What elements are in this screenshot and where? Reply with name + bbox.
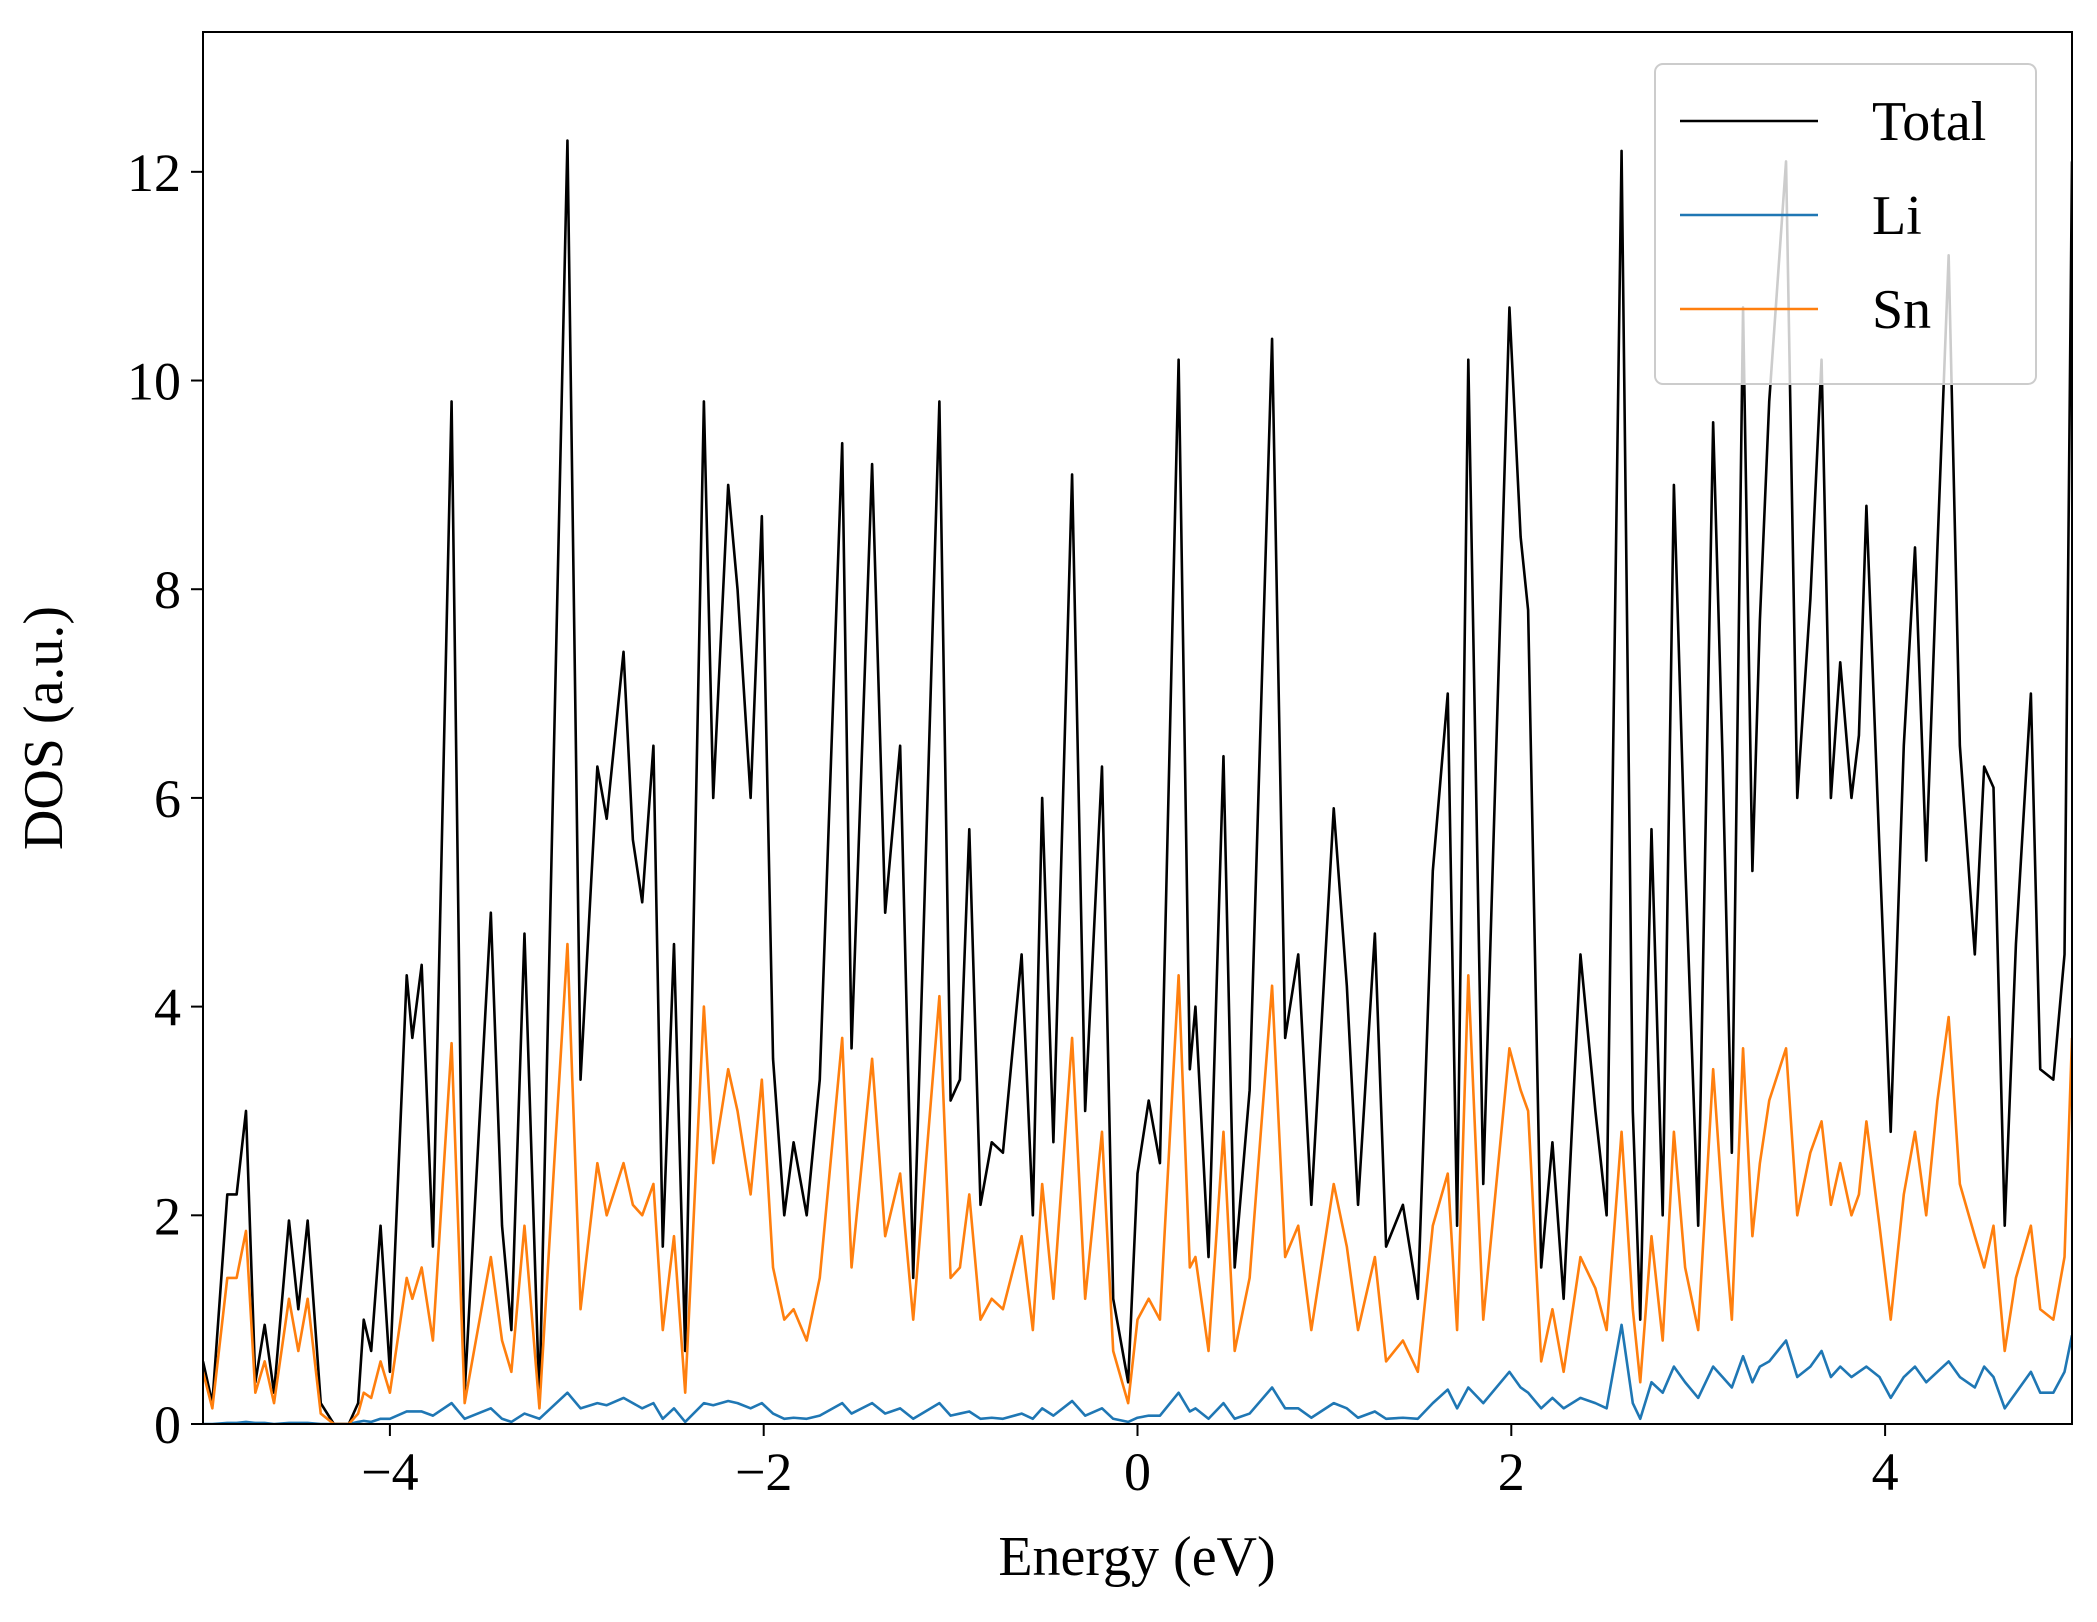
- y-tick-label: 2: [154, 1186, 181, 1246]
- y-tick-label: 12: [127, 143, 181, 203]
- x-tick-label: −4: [361, 1442, 418, 1502]
- y-tick-label: 8: [154, 560, 181, 620]
- x-tick-label: −2: [735, 1442, 792, 1502]
- y-axis-label: DOS (a.u.): [13, 606, 75, 850]
- legend-label: Total: [1872, 91, 1986, 153]
- y-tick-label: 6: [154, 769, 181, 829]
- y-tick-label: 0: [154, 1395, 181, 1455]
- legend-label: Li: [1872, 185, 1922, 247]
- series-line: [203, 139, 2072, 1424]
- x-tick-label: 2: [1498, 1442, 1525, 1502]
- series-line: [203, 942, 2072, 1424]
- legend-label: Sn: [1872, 279, 1931, 341]
- series-group: [203, 139, 2072, 1424]
- x-tick-label: 0: [1124, 1442, 1151, 1502]
- x-axis-label: Energy (eV): [998, 1526, 1275, 1588]
- y-tick-label: 4: [154, 978, 181, 1038]
- x-tick-label: 4: [1872, 1442, 1899, 1502]
- series-line: [203, 1323, 2072, 1424]
- legend-box: [1654, 63, 2037, 385]
- y-tick-label: 10: [127, 352, 181, 412]
- axes-frame: [202, 31, 2073, 1425]
